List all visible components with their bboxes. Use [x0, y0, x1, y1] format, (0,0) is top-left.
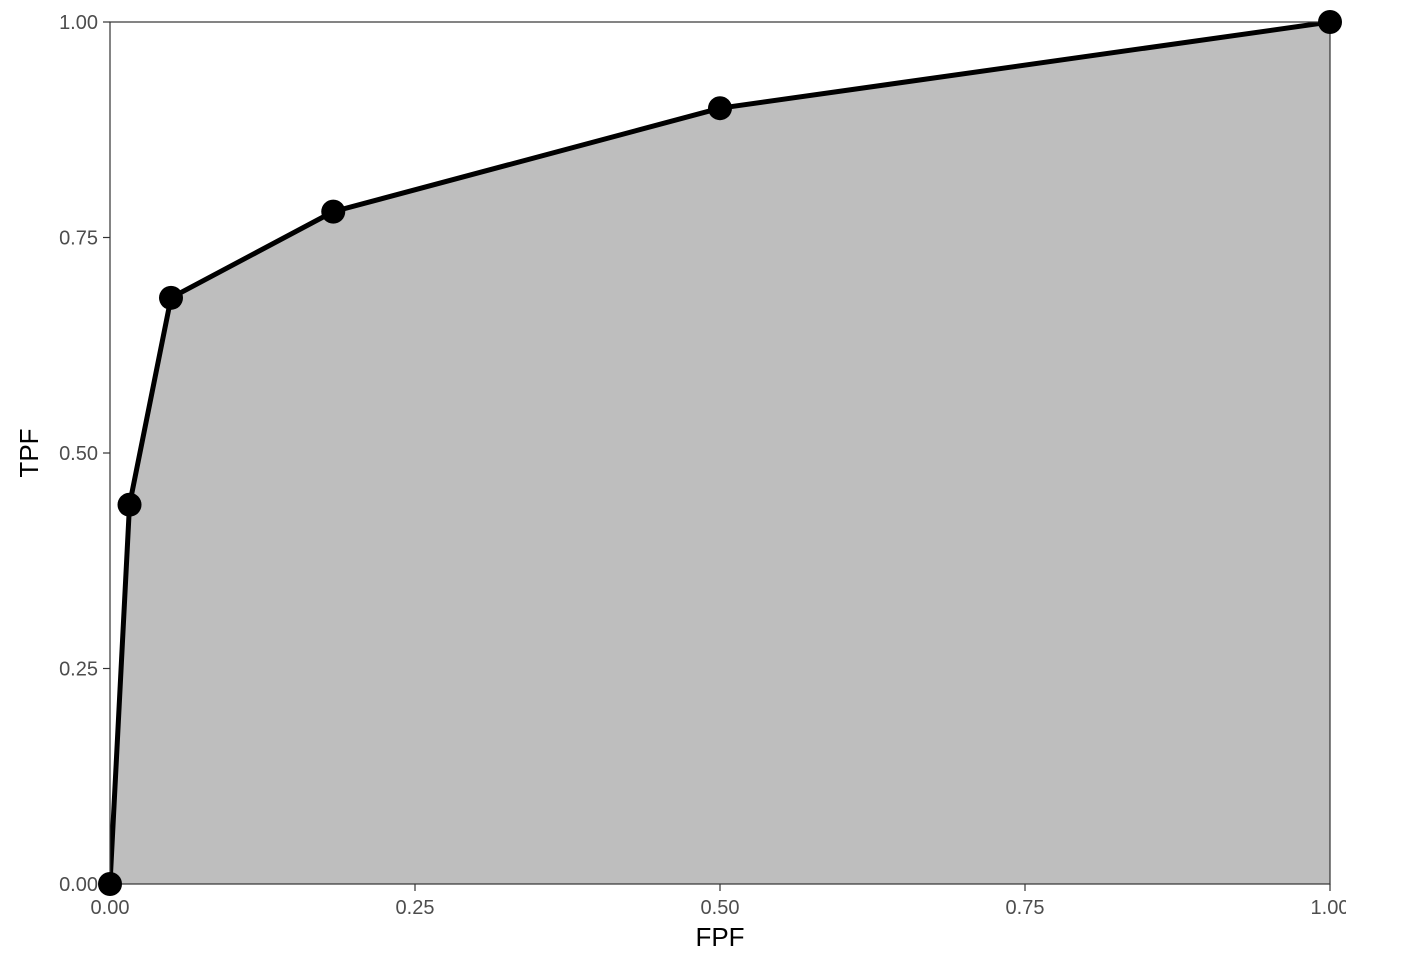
- area-fill: [110, 22, 1330, 884]
- y-axis-title: TPF: [14, 428, 44, 477]
- y-tick-label: 1.00: [59, 12, 98, 34]
- x-tick-label: 0.75: [1006, 897, 1045, 919]
- data-point: [708, 96, 732, 121]
- x-tick-label: 0.25: [396, 897, 435, 919]
- x-tick-label: 1.00: [1311, 897, 1350, 919]
- y-tick-label: 0.75: [59, 228, 98, 250]
- y-tick-label: 0.25: [59, 659, 98, 681]
- data-point: [321, 199, 346, 224]
- roc-line: [110, 22, 1330, 884]
- x-tick-label: 0.50: [701, 897, 740, 919]
- data-point: [117, 492, 142, 517]
- y-tick-label: 0.00: [59, 874, 98, 896]
- data-point: [98, 872, 122, 896]
- x-axis-title: FPF: [695, 922, 744, 952]
- data-point: [159, 285, 183, 310]
- y-tick-label: 0.50: [59, 443, 98, 465]
- data-point: [1318, 10, 1342, 34]
- x-tick-label: 0.00: [91, 897, 130, 919]
